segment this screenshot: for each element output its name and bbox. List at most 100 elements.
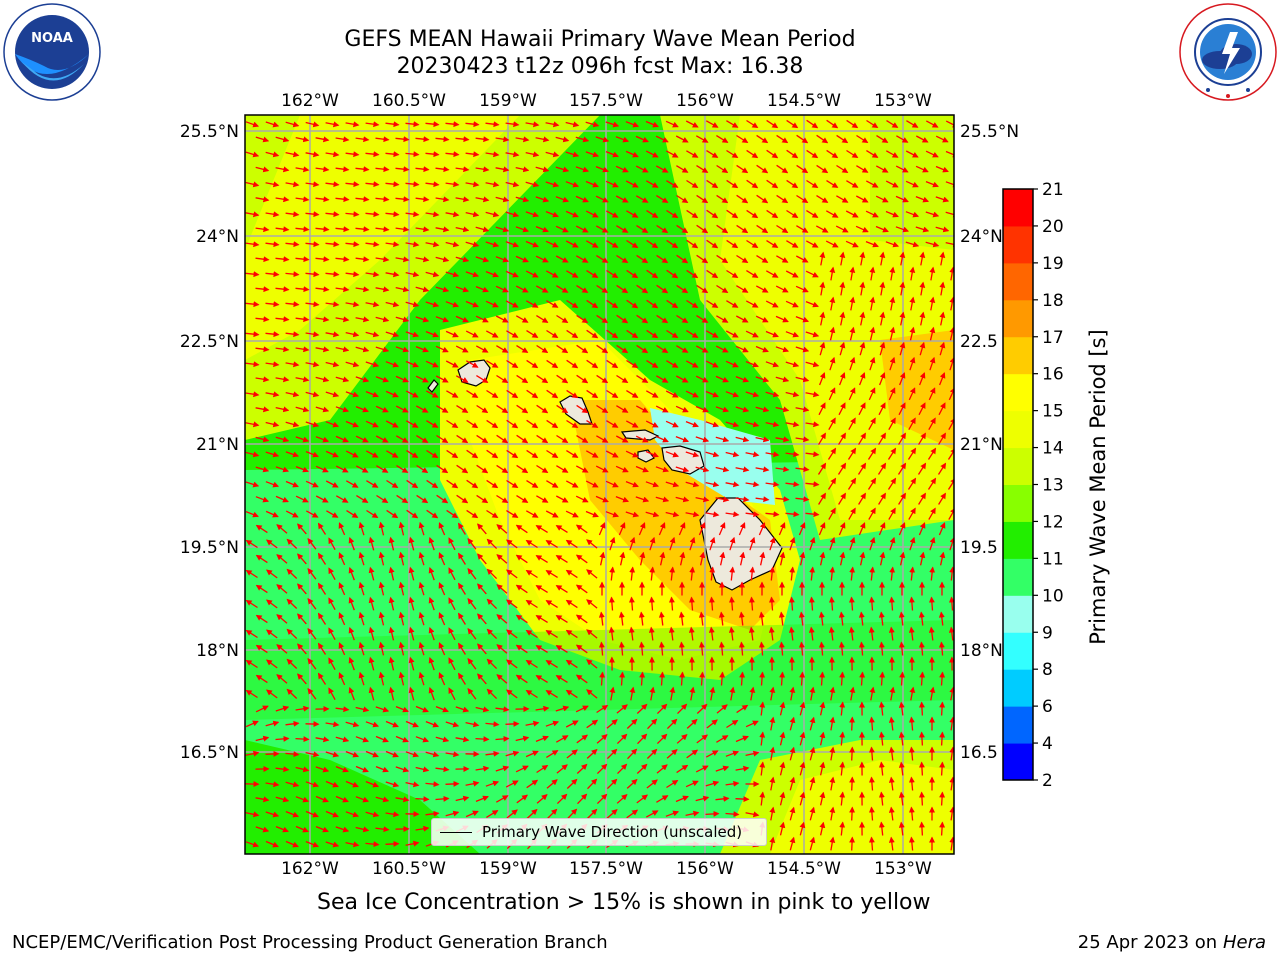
wave-direction-arrow bbox=[786, 119, 799, 129]
lat-label-right: 16.5 bbox=[960, 743, 998, 763]
wave-direction-arrow bbox=[849, 356, 856, 371]
wave-direction-arrow bbox=[556, 285, 569, 293]
wave-direction-arrow bbox=[962, 673, 963, 686]
wave-direction-arrow bbox=[566, 359, 579, 369]
wave-direction-arrow bbox=[696, 315, 709, 323]
wave-direction-arrow bbox=[666, 360, 679, 368]
wave-direction-arrow bbox=[535, 225, 549, 233]
wave-direction-arrow bbox=[615, 195, 629, 203]
wave-direction-arrow bbox=[265, 211, 280, 218]
wave-direction-arrow bbox=[515, 136, 530, 143]
wave-direction-arrow bbox=[918, 402, 926, 416]
wave-direction-arrow bbox=[666, 299, 679, 309]
wave-direction-arrow bbox=[345, 211, 360, 218]
wave-direction-arrow bbox=[285, 271, 300, 278]
wave-direction-arrow bbox=[535, 196, 550, 203]
wave-direction-arrow bbox=[876, 135, 889, 143]
wave-direction-arrow bbox=[365, 241, 380, 248]
wave-direction-arrow bbox=[716, 315, 729, 323]
wave-direction-arrow bbox=[515, 196, 530, 203]
wave-direction-arrow bbox=[646, 360, 659, 368]
wave-direction-arrow bbox=[415, 136, 430, 143]
lat-label-left: 25.5°N bbox=[180, 122, 239, 142]
wave-direction-arrow bbox=[526, 389, 539, 399]
lat-label-right: 22.5 bbox=[960, 332, 998, 352]
wave-direction-arrow bbox=[889, 356, 896, 371]
wave-direction-arrow bbox=[775, 315, 789, 323]
wave-direction-arrow bbox=[898, 402, 906, 416]
colorbar-segment bbox=[1003, 484, 1033, 522]
wave-direction-arrow bbox=[415, 375, 429, 383]
wave-direction-arrow bbox=[735, 315, 749, 323]
wave-direction-arrow bbox=[956, 167, 968, 171]
wave-direction-arrow bbox=[365, 121, 380, 128]
wave-direction-arrow bbox=[375, 405, 389, 413]
wave-direction-arrow bbox=[959, 523, 964, 535]
wave-direction-arrow bbox=[939, 761, 946, 776]
wave-direction-arrow bbox=[616, 314, 629, 324]
wave-direction-arrow bbox=[455, 196, 470, 203]
wave-direction-arrow bbox=[908, 387, 916, 401]
wave-direction-arrow bbox=[676, 165, 689, 173]
wave-direction-arrow bbox=[675, 405, 689, 413]
wave-direction-arrow bbox=[465, 211, 480, 218]
wave-direction-arrow bbox=[385, 840, 400, 847]
wave-direction-arrow bbox=[806, 179, 819, 189]
wave-direction-arrow bbox=[275, 136, 290, 143]
colorbar-tick-label: 8 bbox=[1042, 660, 1053, 680]
colorbar-tick-label: 4 bbox=[1042, 734, 1053, 754]
wave-direction-arrow bbox=[928, 387, 936, 401]
wave-direction-arrow bbox=[525, 270, 539, 278]
wave-direction-arrow bbox=[435, 345, 449, 353]
wave-direction-arrow bbox=[819, 341, 826, 356]
wave-direction-arrow bbox=[515, 166, 530, 173]
wave-direction-arrow bbox=[815, 225, 829, 233]
wave-direction-arrow bbox=[345, 361, 360, 368]
wave-direction-arrow bbox=[736, 164, 749, 174]
wave-direction-arrow bbox=[869, 356, 876, 371]
wave-direction-arrow bbox=[585, 121, 600, 128]
wave-direction-arrow bbox=[475, 256, 490, 263]
wave-direction-arrow bbox=[706, 179, 719, 189]
wave-direction-arrow bbox=[485, 121, 500, 128]
wave-direction-arrow bbox=[725, 330, 739, 338]
wave-direction-arrow bbox=[355, 286, 370, 293]
wave-direction-arrow bbox=[315, 166, 330, 173]
wave-direction-arrow bbox=[858, 402, 866, 416]
wave-direction-arrow bbox=[395, 226, 410, 233]
colorbar-tick-label: 11 bbox=[1042, 549, 1064, 569]
wave-direction-arrow bbox=[845, 240, 859, 248]
wave-direction-arrow bbox=[816, 164, 829, 174]
wave-direction-arrow bbox=[435, 256, 450, 263]
wave-direction-arrow bbox=[795, 346, 810, 353]
wave-direction-arrow bbox=[755, 406, 770, 413]
wave-direction-arrow bbox=[786, 209, 799, 219]
wave-direction-arrow bbox=[335, 166, 350, 173]
wave-direction-arrow bbox=[345, 331, 360, 338]
wave-direction-arrow bbox=[656, 344, 669, 354]
wave-direction-arrow bbox=[856, 134, 869, 144]
wave-direction-arrow bbox=[746, 239, 759, 249]
wave-direction-arrow bbox=[625, 150, 639, 158]
wave-direction-arrow bbox=[245, 421, 260, 428]
wave-direction-arrow bbox=[945, 120, 954, 128]
wave-direction-arrow bbox=[506, 359, 519, 369]
wave-direction-arrow bbox=[285, 121, 300, 128]
wave-direction-arrow bbox=[295, 286, 310, 293]
wave-direction-arrow bbox=[775, 285, 789, 293]
lon-label-bottom: 160.5°W bbox=[372, 859, 446, 879]
wave-direction-arrow bbox=[746, 209, 759, 219]
wave-direction-arrow bbox=[575, 255, 589, 263]
wave-direction-arrow bbox=[285, 151, 300, 158]
wave-direction-arrow bbox=[606, 299, 619, 309]
wave-direction-arrow bbox=[345, 301, 360, 308]
wave-direction-arrow bbox=[535, 285, 549, 293]
wave-direction-arrow bbox=[839, 251, 846, 266]
wave-direction-arrow bbox=[245, 361, 260, 368]
wave-direction-arrow bbox=[405, 331, 420, 338]
wave-direction-arrow bbox=[275, 316, 290, 323]
wave-direction-arrow bbox=[245, 391, 260, 398]
noaa-logo-text: NOAA bbox=[31, 31, 73, 46]
wave-direction-arrow bbox=[605, 180, 619, 188]
wave-direction-arrow bbox=[325, 361, 340, 368]
